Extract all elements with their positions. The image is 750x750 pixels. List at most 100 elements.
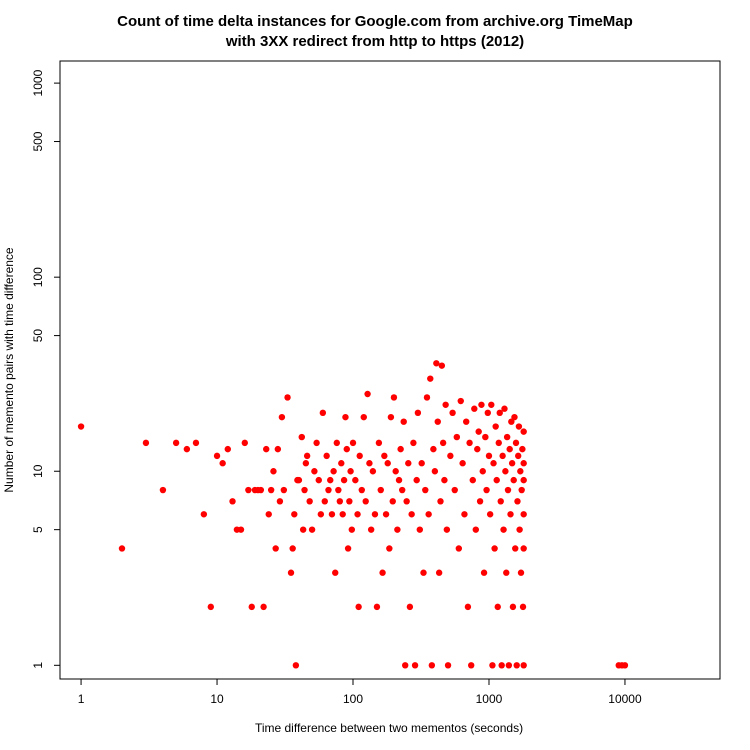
data-point	[354, 511, 361, 518]
data-point	[428, 662, 436, 669]
data-point	[505, 662, 513, 669]
data-point	[387, 413, 395, 421]
x-axis-label: Time difference between two mementos (se…	[255, 721, 523, 735]
data-point	[344, 545, 352, 552]
data-point	[335, 486, 342, 494]
x-tick-label: 10000	[608, 692, 642, 706]
y-axis: 1 5 10 50 100 500 1000	[31, 69, 60, 669]
data-point	[408, 511, 415, 518]
data-point	[494, 603, 501, 611]
data-point	[278, 413, 286, 421]
data-point	[503, 433, 511, 441]
data-point	[508, 460, 516, 467]
data-point	[503, 569, 510, 576]
data-point	[77, 423, 85, 430]
data-point	[284, 394, 291, 401]
data-point	[433, 360, 440, 367]
data-point	[489, 662, 496, 669]
chart-title-line-1: Count of time delta instances for Google…	[117, 13, 633, 30]
data-point	[405, 460, 412, 467]
data-point	[399, 486, 406, 494]
data-point	[260, 603, 267, 611]
data-point	[347, 468, 354, 475]
data-point	[377, 486, 384, 494]
data-point	[369, 468, 377, 475]
data-point	[520, 460, 527, 467]
data-point	[488, 401, 495, 408]
data-point	[336, 498, 344, 505]
data-point	[468, 662, 475, 669]
plot-frame	[59, 60, 721, 680]
data-point	[352, 476, 359, 484]
data-point	[455, 545, 463, 552]
data-point	[469, 476, 476, 484]
y-tick-label: 5	[31, 526, 45, 533]
data-point	[621, 662, 629, 669]
data-point	[519, 603, 527, 611]
data-point	[457, 397, 464, 405]
data-point	[280, 486, 288, 494]
data-point	[479, 468, 486, 475]
data-point	[366, 460, 373, 467]
data-point	[395, 476, 403, 484]
data-point	[497, 498, 504, 505]
data-point	[315, 476, 322, 484]
data-point	[478, 401, 485, 408]
data-point	[298, 433, 305, 441]
data-point	[480, 569, 488, 576]
data-point	[308, 526, 316, 533]
data-point	[509, 603, 517, 611]
data-point	[423, 394, 431, 401]
data-point	[492, 423, 499, 430]
data-point	[485, 452, 493, 460]
data-point	[373, 603, 381, 611]
data-point	[301, 486, 308, 494]
data-point	[402, 662, 409, 669]
data-point	[338, 460, 345, 467]
data-point	[292, 662, 300, 669]
data-point	[451, 486, 458, 494]
data-point	[507, 511, 514, 518]
data-point	[358, 486, 365, 494]
data-point	[142, 439, 150, 447]
data-point	[213, 452, 221, 460]
data-point	[219, 460, 226, 467]
y-tick-label: 10	[31, 464, 45, 478]
data-point	[520, 428, 527, 435]
data-point	[519, 445, 526, 453]
data-point	[295, 476, 303, 484]
data-point	[422, 486, 429, 494]
data-point	[245, 486, 252, 494]
data-point	[449, 409, 456, 417]
data-point	[340, 476, 348, 484]
data-point	[257, 486, 265, 494]
data-point	[474, 445, 481, 453]
data-point	[339, 511, 346, 518]
data-point	[438, 362, 446, 369]
x-axis: 1 10 100 1000 10000	[78, 679, 642, 706]
data-point	[439, 439, 447, 447]
data-point	[229, 498, 236, 505]
data-point	[263, 445, 270, 453]
data-point	[514, 498, 521, 505]
data-point	[346, 498, 353, 505]
data-point	[459, 460, 466, 467]
data-point	[406, 603, 414, 611]
data-point	[118, 545, 126, 552]
data-point	[463, 418, 470, 425]
data-point	[444, 662, 452, 669]
data-point	[434, 418, 441, 425]
data-point	[506, 445, 513, 453]
data-point	[224, 445, 231, 453]
x-tick-label: 10	[210, 692, 224, 706]
data-point	[302, 460, 310, 467]
data-point	[414, 409, 422, 417]
data-point	[364, 390, 371, 398]
data-point	[379, 569, 386, 576]
data-point	[411, 662, 419, 669]
data-point	[382, 511, 390, 518]
data-point	[504, 486, 512, 494]
data-point	[430, 445, 437, 453]
data-point	[327, 476, 334, 484]
